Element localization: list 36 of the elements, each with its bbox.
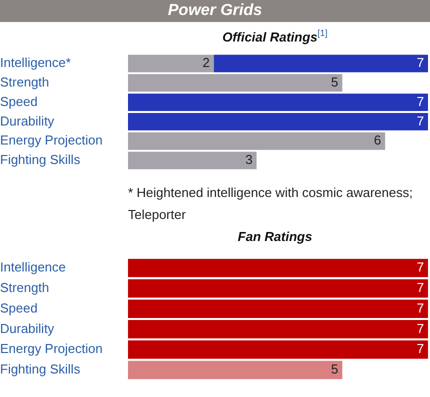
y-tick-label: Speed: [0, 94, 38, 109]
y-tick-label: Fighting Skills: [0, 152, 81, 168]
text: * Heightened intelligence with cosmic awareness; Teleporter: [128, 184, 414, 224]
bar: [128, 152, 257, 170]
data-label: 7: [416, 320, 424, 336]
data-label: 7: [416, 341, 424, 356]
bar: [128, 74, 342, 92]
data-label: 7: [416, 260, 424, 275]
bar: [128, 94, 428, 112]
data-label: 7: [416, 280, 424, 295]
bar: [128, 54, 214, 72]
y-tick-label: Fighting Skills: [0, 362, 81, 377]
y-tick-label: Energy Projection: [0, 132, 103, 148]
data-label: 3: [245, 152, 253, 168]
y-tick-label: Durability: [0, 113, 55, 128]
total-label: 7: [416, 113, 424, 128]
data-label: 5: [331, 74, 338, 90]
total-label: 7: [416, 55, 424, 70]
bar: [214, 54, 428, 72]
data-label: 5: [331, 362, 338, 377]
chart-subtitle: Fan Ratings: [236, 228, 314, 246]
data-label: 6: [374, 132, 382, 148]
total-label: 7: [416, 94, 424, 109]
y-tick-label: Energy Projection: [0, 341, 103, 356]
y-tick-label: Speed: [0, 300, 38, 316]
y-tick-label: Strength: [0, 74, 50, 90]
y-tick-label: Intelligence: [0, 260, 66, 275]
y-tick-label: Strength: [0, 280, 50, 295]
data-label: 7: [416, 300, 424, 316]
bar: [128, 132, 386, 150]
data-label: 2: [202, 55, 210, 70]
chart-subtitle: Official Ratings$^{[1]}$: [221, 27, 329, 44]
chart-title: Power Grids: [0, 0, 430, 22]
y-tick-label: Durability: [0, 320, 55, 336]
y-tick-label: Intelligence*: [0, 55, 71, 70]
bar: [128, 112, 428, 130]
